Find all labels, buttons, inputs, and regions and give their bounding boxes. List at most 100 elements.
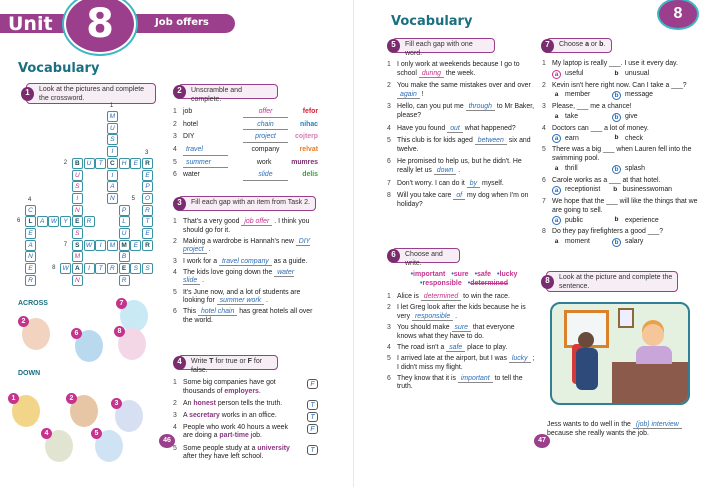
crossword-cell[interactable]: B — [71, 157, 83, 169]
crossword-cell[interactable]: R — [106, 263, 118, 275]
option-letter-b[interactable]: b — [612, 237, 621, 247]
answer-gap[interactable]: hotel chain — [197, 308, 238, 317]
option-letter-b[interactable]: b — [614, 134, 619, 142]
crossword-cell[interactable]: R — [118, 274, 130, 286]
crossword-cell[interactable]: L — [118, 216, 130, 228]
crossword-cell[interactable]: Y — [60, 216, 72, 228]
crossword-cell[interactable]: T — [95, 157, 107, 169]
option-a[interactable]: a public — [552, 216, 612, 226]
crossword-cell[interactable]: A — [36, 216, 48, 228]
option-a[interactable]: a moment — [552, 238, 612, 247]
option-b[interactable]: b give — [612, 112, 672, 122]
crossword-cell[interactable]: E — [71, 216, 83, 228]
option-letter-a[interactable]: a — [554, 112, 559, 120]
true-false-box[interactable]: F — [307, 423, 318, 434]
crossword-cell[interactable]: N — [25, 251, 36, 263]
answer-gap[interactable]: out — [447, 124, 463, 133]
crossword-cell[interactable]: I — [106, 169, 118, 181]
crossword-cell[interactable]: M — [118, 239, 130, 251]
crossword-cell[interactable]: W — [83, 239, 95, 251]
crossword-cell[interactable]: S — [130, 263, 142, 275]
option-b[interactable]: b check — [612, 134, 672, 143]
crossword-cell[interactable]: S — [142, 263, 153, 275]
answer-gap[interactable]: summer work — [216, 297, 265, 306]
crossword-cell[interactable]: L — [25, 216, 36, 228]
crossword-cell[interactable]: H — [118, 157, 130, 169]
answer-gap[interactable]: job offer — [241, 218, 273, 226]
crossword-cell[interactable]: M — [71, 251, 83, 263]
answer-gap[interactable]: offer — [243, 108, 288, 118]
option-b[interactable]: b salary — [612, 237, 672, 247]
crossword-cell[interactable]: M — [106, 111, 118, 122]
answer-gap[interactable]: slide — [243, 171, 288, 182]
crossword-cell[interactable]: S — [71, 181, 83, 193]
option-letter-a[interactable]: a — [554, 91, 559, 99]
option-b[interactable]: b unusual — [612, 70, 672, 79]
crossword-cell[interactable]: E — [142, 169, 153, 181]
crossword-cell[interactable]: I — [83, 263, 95, 275]
crossword-cell[interactable]: I — [71, 192, 83, 204]
answer-gap[interactable]: summer — [183, 159, 228, 169]
crossword-cell[interactable]: M — [106, 239, 118, 251]
true-false-box[interactable]: T — [307, 444, 318, 455]
answer-gap[interactable]: travel — [183, 146, 228, 156]
crossword-cell[interactable]: A — [106, 181, 118, 193]
option-letter-a[interactable]: a — [552, 69, 561, 79]
crossword-cell[interactable]: E — [25, 263, 36, 275]
option-b[interactable]: b businesswoman — [612, 186, 672, 195]
answer[interactable]: (job) interview — [632, 421, 682, 429]
option-letter-b[interactable]: b — [612, 91, 621, 101]
option-b[interactable]: b message — [612, 91, 672, 101]
crossword-cell[interactable]: T — [142, 216, 153, 228]
crossword-cell[interactable]: U — [83, 157, 95, 169]
crossword-cell[interactable]: N — [106, 192, 118, 204]
option-a[interactable]: a member — [552, 91, 612, 100]
crossword-cell[interactable]: E — [25, 228, 36, 239]
answer-gap[interactable]: travel company — [219, 257, 272, 266]
crossword-cell[interactable]: R — [25, 274, 36, 286]
crossword-cell[interactable]: O — [142, 192, 153, 204]
answer-gap[interactable]: down — [433, 166, 457, 175]
crossword-cell[interactable]: N — [71, 204, 83, 216]
option-a[interactable]: a thrill — [552, 165, 612, 174]
answer-gap[interactable]: important — [457, 374, 493, 383]
option-a[interactable]: a receptionist — [552, 186, 612, 196]
crossword-cell[interactable]: A — [71, 263, 83, 275]
answer-gap[interactable]: sure — [451, 323, 471, 332]
crossword-cell[interactable]: B — [118, 251, 130, 263]
true-false-box[interactable]: F — [307, 379, 318, 389]
answer-gap[interactable]: determined — [420, 293, 462, 301]
answer-gap[interactable]: of — [453, 192, 466, 201]
crossword-cell[interactable]: E — [130, 157, 142, 169]
option-letter-a[interactable]: a — [554, 237, 559, 245]
true-false-box[interactable]: T — [307, 411, 318, 422]
option-b[interactable]: b experience — [612, 216, 672, 225]
answer-gap[interactable]: during — [418, 69, 444, 78]
option-letter-a[interactable]: a — [552, 134, 561, 144]
crossword-cell[interactable]: U — [118, 228, 130, 239]
crossword-cell[interactable]: I — [106, 146, 118, 158]
option-letter-a[interactable]: a — [552, 216, 561, 226]
option-a[interactable]: a useful — [552, 69, 612, 79]
crossword-cell[interactable]: R — [142, 157, 153, 169]
crossword-cell[interactable]: P — [142, 181, 153, 193]
crossword-cell[interactable]: S — [106, 134, 118, 146]
answer-gap[interactable]: chain — [243, 121, 288, 131]
crossword-cell[interactable]: E — [142, 228, 153, 239]
true-false-box[interactable]: T — [307, 399, 318, 410]
option-letter-b[interactable]: b — [614, 69, 619, 77]
option-a[interactable]: a take — [552, 113, 612, 122]
crossword-cell[interactable]: U — [106, 122, 118, 134]
option-letter-b[interactable]: b — [613, 186, 618, 194]
crossword-cell[interactable]: T — [95, 263, 107, 275]
crossword-cell[interactable]: R — [142, 239, 153, 251]
option-a[interactable]: a earn — [552, 134, 612, 144]
option-letter-b[interactable]: b — [612, 112, 621, 122]
crossword-cell[interactable]: R — [142, 204, 153, 216]
crossword-cell[interactable]: P — [118, 204, 130, 216]
option-letter-a[interactable]: a — [554, 164, 559, 172]
crossword-cell[interactable]: N — [71, 274, 83, 286]
crossword-cell[interactable]: I — [95, 239, 107, 251]
option-b[interactable]: b splash — [612, 164, 672, 174]
answer-gap[interactable]: safe — [446, 343, 466, 352]
